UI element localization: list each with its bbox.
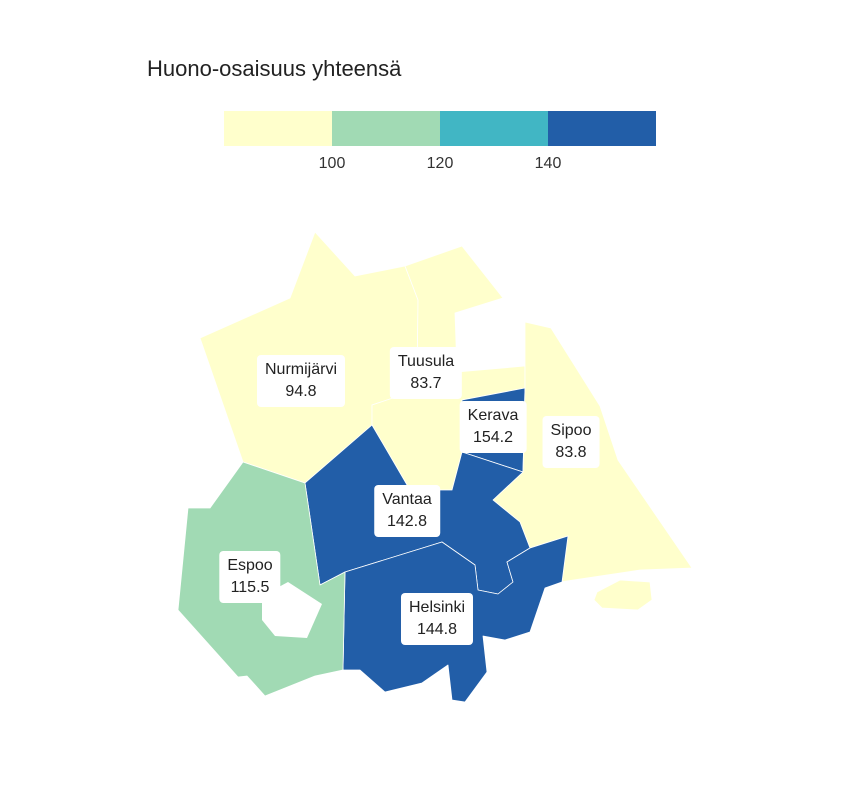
color-legend: 100 120 140	[0, 0, 864, 200]
label-kerava: Kerava 154.2	[459, 401, 527, 453]
legend-tick-100: 100	[318, 155, 346, 172]
label-helsinki: Helsinki 144.8	[400, 593, 474, 645]
legend-tick-140: 140	[534, 155, 562, 172]
region-value: 154.2	[472, 429, 514, 446]
region-value: 83.7	[410, 375, 442, 392]
region-name: Sipoo	[550, 422, 592, 439]
region-sipoo-island[interactable]	[593, 579, 653, 611]
legend-swatch-3	[440, 111, 548, 146]
region-name: Espoo	[227, 557, 273, 574]
label-espoo: Espoo 115.5	[219, 551, 281, 603]
region-value: 115.5	[230, 579, 270, 596]
legend-swatch-4	[548, 111, 656, 146]
label-vantaa: Vantaa 142.8	[374, 485, 440, 537]
label-nurmijarvi: Nurmijärvi 94.8	[257, 355, 345, 407]
region-name: Tuusula	[397, 353, 455, 370]
legend-tick-120: 120	[426, 155, 454, 172]
legend-swatch-2	[332, 111, 440, 146]
region-value: 144.8	[416, 621, 458, 638]
region-name: Nurmijärvi	[265, 361, 337, 378]
map-title: Huono-osaisuus yhteensä	[147, 56, 402, 81]
legend-swatch-1	[224, 111, 332, 146]
region-name: Vantaa	[382, 491, 432, 508]
label-sipoo: Sipoo 83.8	[542, 416, 600, 468]
region-name: Kerava	[467, 407, 519, 424]
region-name: Helsinki	[408, 599, 466, 616]
region-value: 142.8	[386, 513, 428, 530]
label-tuusula: Tuusula 83.7	[389, 347, 463, 399]
region-value: 94.8	[285, 383, 317, 400]
region-value: 83.8	[555, 444, 587, 461]
